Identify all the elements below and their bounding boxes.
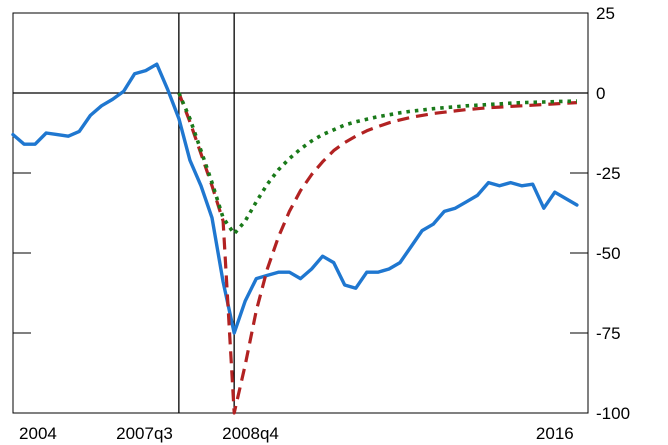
plot-frame: [12, 12, 589, 414]
y-axis-ticks: 25 0 -25 -50 -75 -100: [13, 4, 630, 423]
reference-lines: [13, 13, 588, 413]
series-line-1: [177, 92, 577, 415]
x-tick-label-0: 2004: [19, 424, 57, 443]
y-tick-label-1: 0: [596, 84, 605, 103]
x-axis-ticks: 2004 2007q3 2008q4 2016: [19, 424, 574, 443]
series-layer: [11, 62, 579, 415]
y-tick-label-2: -25: [596, 164, 621, 183]
series-line-2: [177, 92, 577, 236]
x-tick-label-3: 2016: [536, 424, 574, 443]
x-tick-label-2: 2008q4: [222, 424, 279, 443]
y-tick-label-3: -50: [596, 244, 621, 263]
y-tick-label-0: 25: [596, 4, 615, 23]
y-tick-label-4: -75: [596, 324, 621, 343]
y-tick-label-5: -100: [596, 404, 630, 423]
x-tick-label-1: 2007q3: [116, 424, 173, 443]
series-line-0: [11, 62, 579, 335]
